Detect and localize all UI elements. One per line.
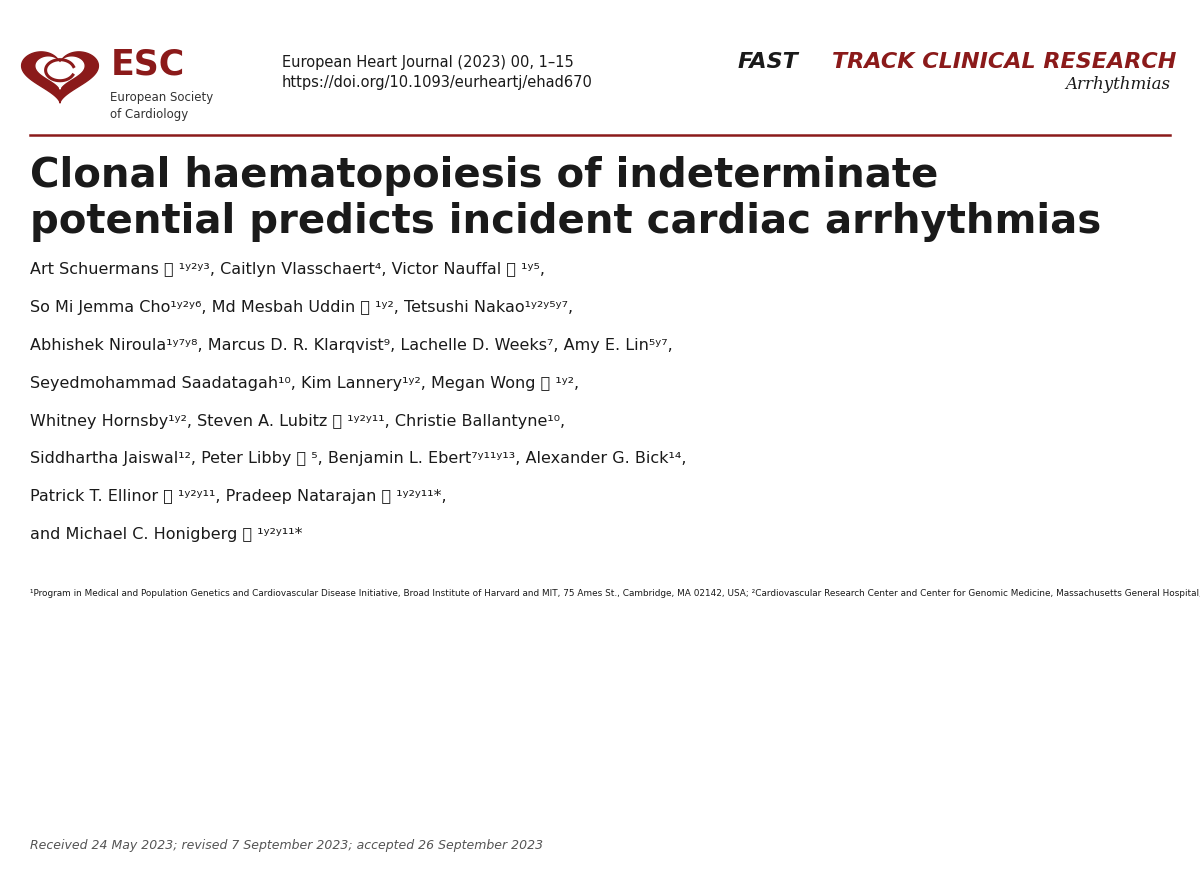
Text: potential predicts incident cardiac arrhythmias: potential predicts incident cardiac arrh…: [30, 201, 1102, 241]
Text: Received 24 May 2023; revised 7 September 2023; accepted 26 September 2023: Received 24 May 2023; revised 7 Septembe…: [30, 838, 544, 851]
Text: So Mi Jemma Cho¹ʸ²ʸ⁶, Md Mesbah Uddin ⓘ ¹ʸ², Tetsushi Nakao¹ʸ²ʸ⁵ʸ⁷,: So Mi Jemma Cho¹ʸ²ʸ⁶, Md Mesbah Uddin ⓘ …: [30, 299, 574, 315]
Text: ESC: ESC: [110, 47, 185, 81]
Text: European Heart Journal (2023) 00, 1–15: European Heart Journal (2023) 00, 1–15: [282, 54, 574, 70]
Text: ¹Program in Medical and Population Genetics and Cardiovascular Disease Initiativ: ¹Program in Medical and Population Genet…: [30, 588, 1200, 597]
Polygon shape: [36, 58, 84, 90]
Text: https://doi.org/10.1093/eurheartj/ehad670: https://doi.org/10.1093/eurheartj/ehad67…: [282, 75, 593, 90]
Text: TRACK CLINICAL RESEARCH: TRACK CLINICAL RESEARCH: [832, 53, 1176, 72]
Text: European Society
of Cardiology: European Society of Cardiology: [110, 90, 214, 121]
Text: Clonal haematopoiesis of indeterminate: Clonal haematopoiesis of indeterminate: [30, 155, 938, 196]
Text: Whitney Hornsby¹ʸ², Steven A. Lubitz ⓘ ¹ʸ²ʸ¹¹, Christie Ballantyne¹⁰,: Whitney Hornsby¹ʸ², Steven A. Lubitz ⓘ ¹…: [30, 413, 565, 428]
Polygon shape: [22, 53, 98, 104]
Text: and Michael C. Honigberg ⓘ ¹ʸ²ʸ¹¹*: and Michael C. Honigberg ⓘ ¹ʸ²ʸ¹¹*: [30, 526, 302, 542]
Text: Abhishek Niroula¹ʸ⁷ʸ⁸, Marcus D. R. Klarqvist⁹, Lachelle D. Weeks⁷, Amy E. Lin⁵ʸ: Abhishek Niroula¹ʸ⁷ʸ⁸, Marcus D. R. Klar…: [30, 337, 673, 353]
Text: Seyedmohammad Saadatagah¹⁰, Kim Lannery¹ʸ², Megan Wong ⓘ ¹ʸ²,: Seyedmohammad Saadatagah¹⁰, Kim Lannery¹…: [30, 375, 580, 391]
Text: Siddhartha Jaiswal¹², Peter Libby ⓘ ⁵, Benjamin L. Ebert⁷ʸ¹¹ʸ¹³, Alexander G. Bi: Siddhartha Jaiswal¹², Peter Libby ⓘ ⁵, B…: [30, 450, 686, 466]
Text: Art Schuermans ⓘ ¹ʸ²ʸ³, Caitlyn Vlasschaert⁴, Victor Nauffal ⓘ ¹ʸ⁵,: Art Schuermans ⓘ ¹ʸ²ʸ³, Caitlyn Vlasscha…: [30, 262, 545, 277]
Text: Patrick T. Ellinor ⓘ ¹ʸ²ʸ¹¹, Pradeep Natarajan ⓘ ¹ʸ²ʸ¹¹*,: Patrick T. Ellinor ⓘ ¹ʸ²ʸ¹¹, Pradeep Nat…: [30, 488, 446, 504]
Text: Arrhythmias: Arrhythmias: [1066, 76, 1170, 93]
Text: FAST: FAST: [738, 53, 799, 72]
